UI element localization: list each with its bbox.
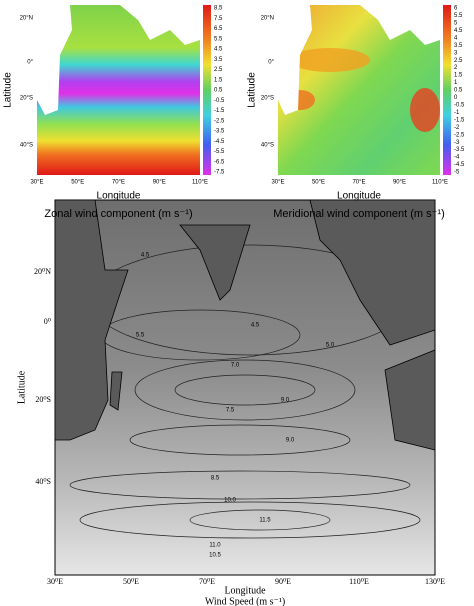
colorbar-label: -0.5 [454, 102, 465, 108]
y-axis-label: Latitude [16, 370, 27, 404]
x-tick-label: 90⁰E [275, 577, 291, 586]
x-tick-label: 90°E [153, 180, 166, 186]
colorbar [443, 5, 451, 175]
contour-label: 11.0 [209, 543, 221, 549]
maps [37, 5, 451, 576]
colorbar-label: -5 [454, 170, 460, 176]
colorbar-label: 6 [454, 6, 458, 12]
y-tick-label: 40⁰S [35, 477, 51, 486]
colorbar-label: 4.5 [214, 47, 223, 53]
colorbar-label: -3 [454, 140, 460, 146]
colorbar-label: -1 [454, 110, 460, 116]
x-tick-label: 50⁰E [123, 577, 139, 586]
caption: Meridional wind component (m s⁻¹) [273, 208, 444, 220]
y-axis-label: Latitude [3, 72, 14, 108]
colorbar-label: 7.5 [214, 16, 223, 22]
colorbar-label: -0.5 [214, 98, 225, 104]
colorbar-label: -4 [454, 155, 460, 161]
contour-label: 4.5 [141, 253, 150, 259]
y-tick-label: 20°N [20, 16, 33, 22]
colorbar-label: -2 [454, 125, 460, 131]
caption: Wind Speed (m s⁻¹) [205, 596, 285, 606]
x-axis-label: Longitude [97, 191, 141, 202]
x-tick-label: 70°E [352, 180, 365, 186]
x-axis-label: Longitude [224, 585, 266, 596]
contour-label: 11.5 [259, 518, 271, 524]
colorbar-label: 5.5 [454, 13, 463, 19]
y-tick-label: 0° [27, 60, 33, 66]
y-axis-label: Latitude [247, 72, 258, 108]
y-tick-label: 40°S [261, 143, 274, 149]
x-axis-label: Longitude [337, 191, 381, 202]
y-tick-label: 20°S [20, 96, 33, 102]
colorbar-label: -4.5 [454, 162, 465, 168]
colorbar-label: -1.5 [214, 108, 225, 114]
x-tick-label: 130⁰E [425, 577, 445, 586]
x-tick-label: 30°E [30, 180, 43, 186]
contour-label: 10.0 [224, 498, 236, 504]
contour-label: 10.5 [209, 553, 221, 559]
patch [290, 48, 370, 72]
colorbar-label: 4 [454, 35, 458, 41]
contour-label: 8.5 [211, 476, 220, 482]
land [278, 5, 440, 115]
y-tick-label: 20°N [261, 16, 274, 22]
y-tick-label: 20⁰S [35, 395, 51, 404]
contour-label: 9.0 [281, 398, 290, 404]
colorbar-label: 1 [454, 80, 458, 86]
colorbar-label: 5 [454, 20, 458, 26]
x-tick-label: 30⁰E [47, 577, 63, 586]
x-tick-label: 50°E [71, 180, 84, 186]
x-tick-label: 70⁰E [199, 577, 215, 586]
colorbar-label: -5.5 [214, 149, 225, 155]
x-tick-label: 110°E [432, 180, 448, 186]
colorbar-label: 0.5 [214, 88, 223, 94]
y-tick-label: 0° [268, 60, 274, 66]
x-tick-label: 30°E [271, 180, 284, 186]
y-tick-label: 20°S [261, 96, 274, 102]
colorbar-label: -1.5 [454, 117, 465, 123]
x-tick-label: 110°E [192, 180, 208, 186]
colorbar-label: -4.5 [214, 139, 225, 145]
contour-label: 5.5 [136, 333, 145, 339]
colorbar-label: -7.5 [214, 170, 225, 176]
colorbar-label: 3.5 [214, 57, 223, 63]
colorbar-label: 3.5 [454, 43, 463, 49]
contour-label: 4.5 [251, 323, 260, 329]
y-tick-label: 0⁰ [44, 317, 51, 326]
patch [410, 88, 440, 132]
colorbar-label: 1.5 [214, 77, 223, 83]
y-tick-label: 40°S [20, 143, 33, 149]
contour-label: 7.0 [231, 363, 240, 369]
colorbar-label: 0 [454, 95, 458, 101]
x-tick-label: 90°E [393, 180, 406, 186]
contour-label: 9.0 [286, 438, 295, 444]
colorbar-label: 4.5 [454, 28, 463, 34]
contour-label: 7.5 [226, 408, 235, 414]
colorbar-label: 8.5 [214, 6, 223, 12]
colorbar-label: -6.5 [214, 159, 225, 165]
land [54, 199, 436, 451]
x-tick-label: 110⁰E [349, 577, 369, 586]
colorbar-label: 2.5 [214, 67, 223, 73]
colorbar-label: 2.5 [454, 58, 463, 64]
colorbar-label: 3 [454, 50, 458, 56]
colorbar-label: -2.5 [454, 132, 465, 138]
land [37, 5, 200, 115]
contour-label: 5.0 [326, 343, 335, 349]
colorbar [203, 5, 211, 175]
caption: Zonal wind component (m s⁻¹) [44, 208, 192, 220]
colorbar-label: -3.5 [214, 129, 225, 135]
colorbar-label: -3.5 [454, 147, 465, 153]
colorbar-label: 2 [454, 65, 458, 71]
colorbar-label: -2.5 [214, 118, 225, 124]
x-tick-label: 70°E [112, 180, 125, 186]
colorbar-label: 1.5 [454, 73, 463, 79]
y-tick-label: 20⁰N [34, 267, 51, 276]
x-tick-label: 50°E [312, 180, 325, 186]
colorbar-label: 5.5 [214, 36, 223, 42]
colorbar-label: 6.5 [214, 26, 223, 32]
colorbar-label: 0.5 [454, 88, 463, 94]
